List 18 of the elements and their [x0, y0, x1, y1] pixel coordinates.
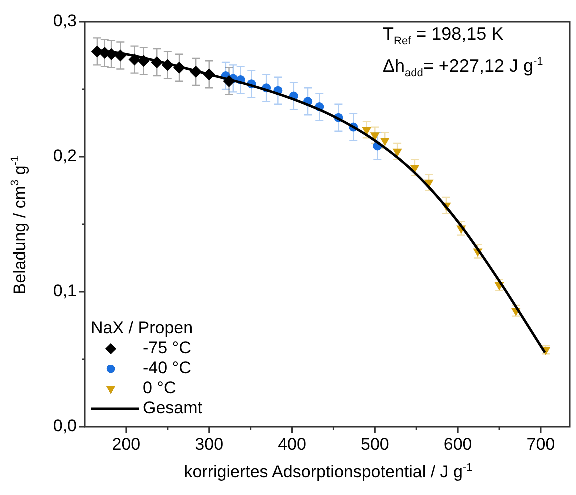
legend-label: Gesamt: [143, 398, 203, 418]
annotation: Δh$_{add}$= +227,12 J g$^{-1}$: [383, 56, 544, 80]
x-tick-label: 200: [112, 434, 141, 454]
y-tick-label: 0,0: [53, 416, 77, 436]
legend-label: -75 °C: [143, 338, 192, 358]
x-tick-label: 400: [278, 434, 306, 454]
annotation: T$_{Ref}$ = 198,15 K: [383, 24, 504, 48]
x-axis-title: korrigiertes Adsorptionspotential / J g$^{-1}$: [183, 462, 474, 483]
x-tick-label: 300: [195, 434, 224, 454]
x-tick-label: 500: [360, 434, 390, 454]
y-tick-label: 0,3: [53, 12, 77, 31]
legend-title: NaX / Propen: [91, 318, 194, 338]
x-tick-label: 600: [444, 434, 472, 454]
x-tick-label: 700: [526, 434, 556, 454]
y-tick-label: 0,1: [53, 282, 77, 301]
legend-label: -40 °C: [143, 358, 192, 378]
y-tick-label: 0,2: [53, 146, 77, 166]
legend-label: 0 °C: [143, 378, 176, 398]
